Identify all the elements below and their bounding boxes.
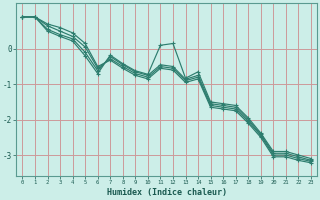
X-axis label: Humidex (Indice chaleur): Humidex (Indice chaleur) [107, 188, 227, 197]
